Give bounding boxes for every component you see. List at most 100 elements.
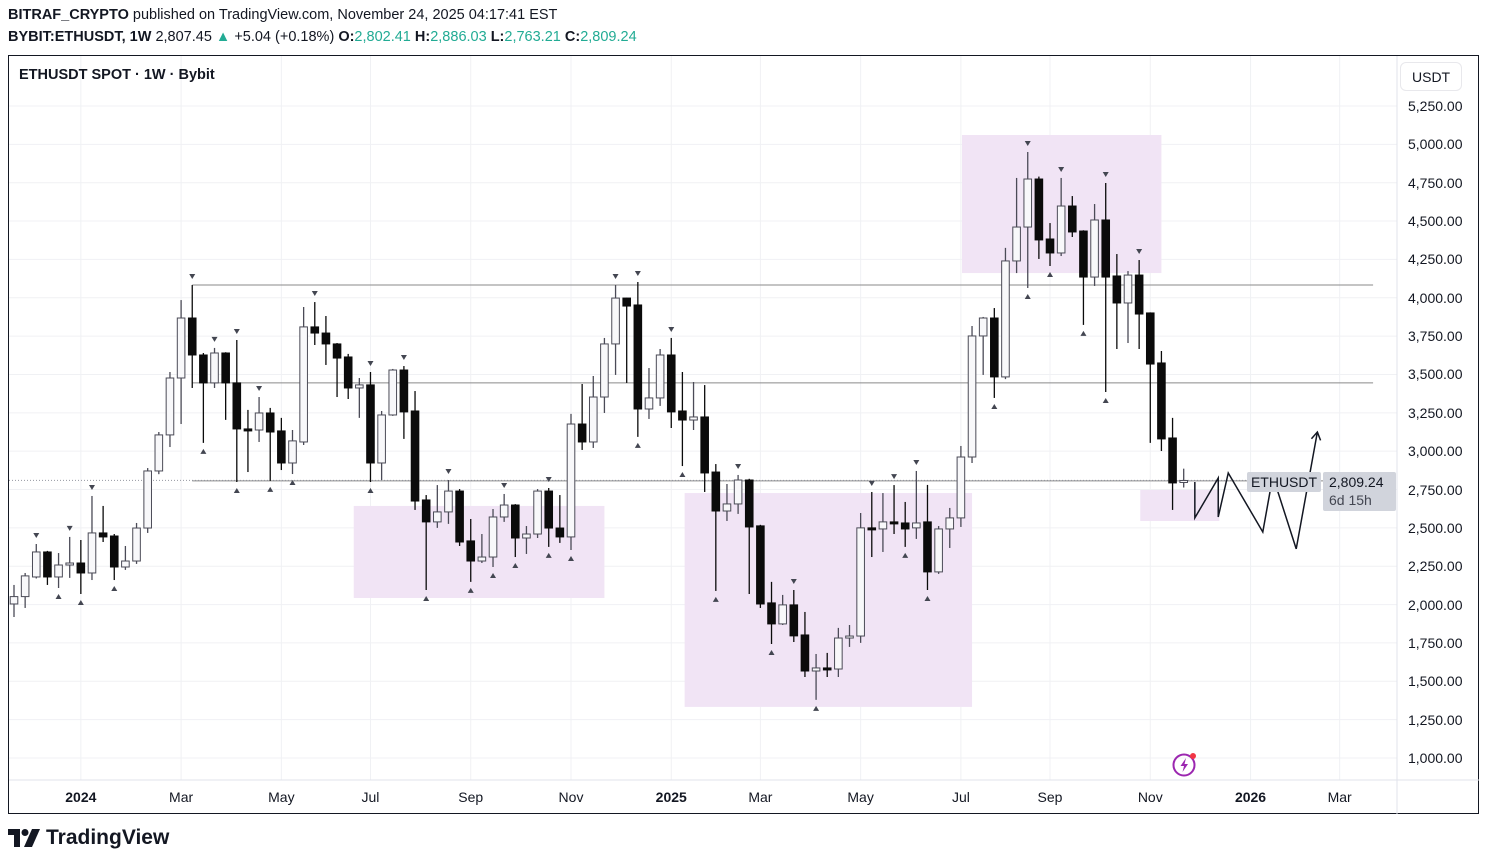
candle [1079,230,1088,325]
candle [666,337,676,429]
candle-body [31,551,41,578]
candle [444,480,453,524]
candle-body [1068,205,1077,233]
candle-body [889,521,899,525]
pivot-low-marker [267,486,274,492]
candle-body [1023,178,1033,228]
candle [20,572,30,608]
candle-body [956,456,966,519]
time-tick-label: Sep [458,789,484,805]
author-name[interactable]: BITRAF_CRYPTO [8,7,129,23]
pivot-low-marker [233,488,240,494]
price-tick-label: 1,500.00 [1408,673,1463,690]
price-tick-label: 3,750.00 [1408,328,1463,345]
time-tick-label: Mar [748,789,773,805]
currency-button[interactable]: USDT [1400,62,1462,91]
candle-body [912,522,921,529]
pivot-low-marker [902,552,909,558]
candle-body [800,634,810,672]
candle [1145,312,1155,443]
candle [165,372,175,448]
candle [143,468,152,533]
price-change: +5.04 (+0.18%) [234,29,335,45]
time-tick-label: 2026 [1234,789,1267,805]
current-price: 2,809.24 [1329,474,1384,490]
time-tick-label: Sep [1037,789,1063,805]
candle-body [767,602,776,625]
candle [1101,183,1111,392]
pivot-low-marker [634,442,641,448]
candle-body [1045,238,1055,254]
pivot-high-marker [501,482,508,488]
candle [600,337,609,413]
pivot-high-marker [913,459,920,465]
candle-body [666,354,676,413]
candle [912,470,921,539]
candle-body [187,317,197,356]
price-tick-label: 2,250.00 [1408,558,1463,575]
time-tick-label: 2024 [65,789,97,805]
candle-body [622,297,632,307]
pivot-low-marker [200,448,207,454]
candle [1045,223,1055,267]
pivot-low-marker [813,705,820,711]
candle [923,484,932,591]
candle [678,372,687,467]
pivot-high-marker [612,274,619,280]
time-tick-label: May [268,789,295,805]
candle [1068,196,1077,238]
pivot-low-marker [367,488,374,494]
candle-body [633,304,643,410]
low-value: 2,763.21 [504,29,561,45]
price-tick-label: 1,000.00 [1408,749,1463,766]
candle-body [9,596,19,605]
candle [388,368,398,416]
up-triangle-icon: ▲ [215,29,231,45]
price-tick-label: 4,000.00 [1408,289,1463,306]
candle-body [555,527,565,538]
candle-body [856,527,865,637]
candle-body [154,434,164,472]
candle-body [511,504,520,539]
tradingview-logo[interactable]: TradingView [8,826,169,850]
candle [310,302,320,346]
candle-body [232,382,242,430]
candle [332,343,342,398]
candle-body [756,525,765,605]
candle-body [332,343,342,359]
chart-legend: ETHUSDT SPOT · 1W · Bybit [19,67,215,83]
candle [109,534,119,581]
candle [811,653,821,700]
candle [121,545,130,570]
candle [689,381,698,431]
price-tick-label: 3,500.00 [1408,366,1463,383]
candle [243,409,253,473]
pivot-high-marker [189,274,196,280]
candle-body [1034,178,1044,241]
price-tick-label: 2,750.00 [1408,481,1463,498]
lightning-icon[interactable] [1172,751,1198,777]
candle-body [588,396,598,443]
price-tick-label: 4,500.00 [1408,213,1463,230]
candle [1123,271,1133,344]
candle [1134,260,1144,350]
pivot-high-marker [233,328,240,334]
candle-body [399,369,409,413]
candle-body [121,560,130,568]
candle [867,491,877,558]
candle [722,484,732,521]
pivot-low-marker [679,472,686,478]
pivot-high-marker [445,469,452,475]
candle [254,397,264,442]
current-price-tag: 2,809.24 6d 15h [1323,472,1396,511]
candle [343,353,353,400]
candle-body [1079,230,1088,278]
candle [555,495,565,543]
candle-body [477,556,487,562]
candle [733,474,743,514]
candle-body [544,490,554,529]
candle [43,550,52,585]
candle-body [811,667,821,672]
candle-body [455,490,464,543]
